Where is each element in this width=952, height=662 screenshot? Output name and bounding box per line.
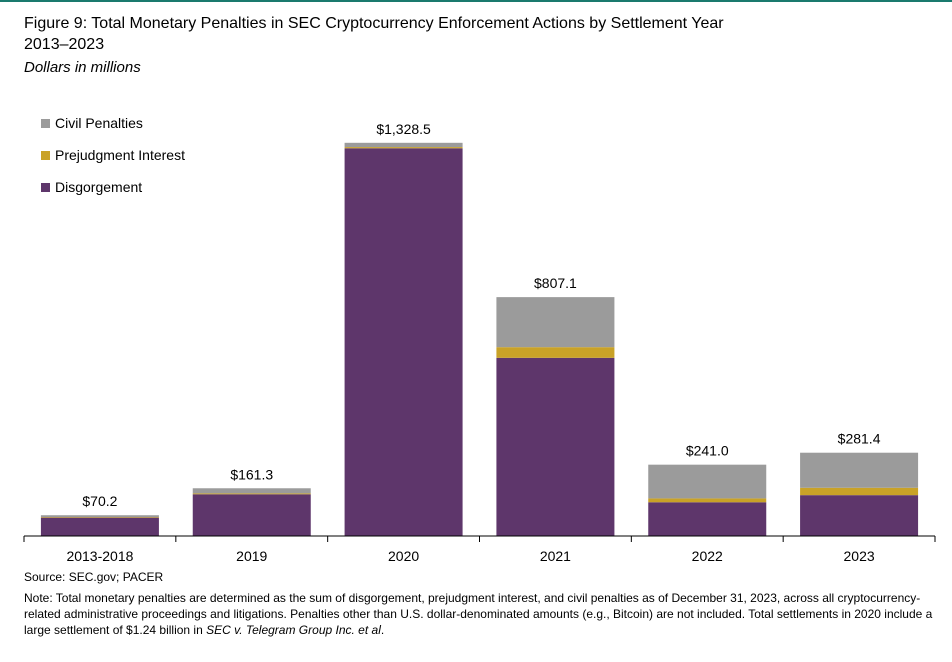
total-label-2022: $241.0 (686, 443, 729, 459)
legend-swatch-civil-penalties (41, 118, 50, 128)
legend-label-prejudgment-interest: Prejudgment Interest (55, 147, 185, 163)
bar-prejudgment-interest-2021 (496, 347, 615, 358)
bar-disgorgement-2020 (344, 148, 463, 536)
units-subtitle: Dollars in millions (24, 59, 141, 76)
bar-prejudgment-interest-2023 (800, 487, 919, 496)
x-tick-label-2020: 2020 (388, 548, 419, 564)
x-tick-label-2013-2018: 2013-2018 (66, 548, 133, 564)
bar-prejudgment-interest-2013-2018 (40, 517, 159, 518)
x-tick-label-2021: 2021 (540, 548, 571, 564)
footnote-end: . (380, 623, 385, 637)
legend-swatch-disgorgement (41, 182, 50, 192)
legend-item-civil-penalties: Civil Penalties (41, 107, 185, 139)
legend-label-disgorgement: Disgorgement (55, 179, 143, 195)
legend-label-civil-penalties: Civil Penalties (55, 115, 143, 131)
top-rule (0, 0, 952, 2)
source-note: Source: SEC.gov; PACER (24, 570, 164, 584)
x-tick-label-2022: 2022 (692, 548, 723, 564)
figure-title: Figure 9: Total Monetary Penalties in SE… (24, 13, 724, 55)
bar-civil-penalties-2023 (800, 452, 919, 488)
bar-prejudgment-interest-2019 (192, 493, 311, 495)
legend: Civil Penalties Prejudgment Interest Dis… (41, 107, 185, 203)
footnote-case-name: SEC v. Telegram Group Inc. et al (206, 623, 381, 637)
bar-disgorgement-2023 (800, 495, 919, 536)
stacked-bar-chart: $70.2 2013-2018 $161.3 2019 $1,328.5 2020 $807… (23, 121, 936, 564)
x-tick-label-2023: 2023 (844, 548, 875, 564)
title-line-1: Figure 9: Total Monetary Penalties in SE… (24, 15, 724, 32)
total-label-2021: $807.1 (534, 275, 577, 291)
footnote-text: Note: Total monetary penalties are deter… (24, 591, 933, 637)
legend-item-prejudgment-interest: Prejudgment Interest (41, 139, 185, 171)
bar-prejudgment-interest-2022 (648, 498, 767, 503)
total-label-2020: $1,328.5 (376, 121, 431, 137)
bar-civil-penalties-2021 (496, 297, 615, 348)
bar-disgorgement-2013-2018 (40, 517, 159, 536)
bar-disgorgement-2022 (648, 502, 767, 536)
bar-civil-penalties-2022 (648, 464, 767, 499)
bar-disgorgement-2021 (496, 357, 615, 536)
bar-disgorgement-2019 (192, 494, 311, 536)
legend-swatch-prejudgment-interest (41, 150, 50, 160)
title-line-2: 2013–2023 (24, 36, 105, 53)
bar-civil-penalties-2013-2018 (40, 515, 159, 518)
x-tick-label-2019: 2019 (236, 548, 267, 564)
total-label-2019: $161.3 (230, 466, 273, 482)
bar-prejudgment-interest-2020 (344, 147, 463, 149)
bar-civil-penalties-2019 (192, 488, 311, 494)
legend-item-disgorgement: Disgorgement (41, 171, 185, 203)
total-label-2023: $281.4 (838, 431, 881, 447)
total-label-2013-2018: $70.2 (82, 493, 117, 509)
bar-civil-penalties-2020 (344, 142, 463, 148)
footnote: Note: Total monetary penalties are deter… (24, 590, 934, 638)
